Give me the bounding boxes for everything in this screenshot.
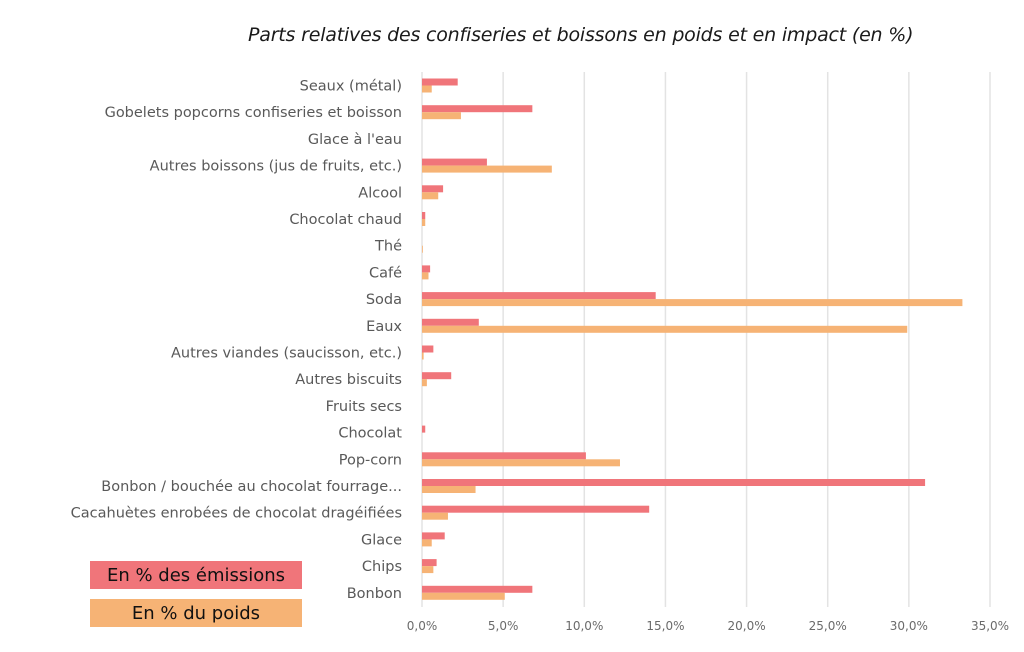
bar-emissions: [422, 212, 426, 219]
category-label: Soda: [366, 292, 402, 308]
x-tick-label: 25,0%: [809, 619, 847, 633]
bar-emissions: [422, 505, 650, 513]
bar-emissions: [422, 372, 452, 380]
chart-title: Parts relatives des confiseries et boiss…: [248, 24, 914, 46]
x-tick-label: 15,0%: [646, 619, 684, 633]
x-tick-label: 5,0%: [488, 619, 519, 633]
category-label: Fruits secs: [326, 399, 402, 415]
legend-poids: En % du poids: [90, 599, 302, 627]
bar-poids: [422, 245, 423, 253]
category-labels: Seaux (métal) Gobelets popcorns confiseri…: [71, 79, 403, 602]
bar-emissions: [422, 479, 926, 486]
bar-poids: [422, 486, 476, 493]
category-label: Café: [369, 265, 402, 281]
category-label: Bonbon: [347, 586, 402, 602]
x-tick-label: 0,0%: [407, 619, 438, 633]
category-label: Glace à l'eau: [308, 132, 402, 148]
bar-emissions: [422, 265, 431, 273]
bar-poids: [422, 112, 461, 120]
bar-emissions: [422, 585, 533, 593]
bar-emissions: [422, 452, 586, 460]
category-label: Gobelets popcorns confiseries et boisson: [105, 105, 402, 121]
x-tick-label: 10,0%: [565, 619, 603, 633]
bar-emissions: [422, 78, 458, 86]
bar-emissions: [422, 292, 656, 300]
category-label: Seaux (métal): [300, 79, 402, 95]
bar-poids: [422, 165, 552, 173]
category-label: Chocolat chaud: [289, 212, 402, 228]
category-label: Cacahuètes enrobées de chocolat dragéifi…: [71, 506, 402, 522]
bar-poids: [422, 299, 963, 307]
x-tick-labels: 0,0% 5,0% 10,0% 15,0% 20,0% 25,0% 30,0% 35,0%: [407, 619, 1009, 633]
category-label: Pop-corn: [339, 452, 402, 468]
bar-poids: [422, 85, 432, 93]
category-label: Glace: [361, 532, 402, 548]
bar-emissions: [422, 425, 426, 433]
bar-poids: [422, 379, 427, 387]
category-label: Autres biscuits: [295, 372, 402, 388]
bar-poids: [422, 512, 448, 520]
bar-poids: [422, 539, 432, 547]
gridlines: [421, 72, 991, 607]
bar-emissions: [422, 532, 445, 540]
bar-poids: [422, 219, 426, 226]
bar-poids: [422, 325, 908, 333]
category-label: Autres boissons (jus de fruits, etc.): [150, 159, 402, 175]
bar-poids: [422, 566, 434, 574]
bar-poids: [422, 352, 424, 360]
x-tick-label: 35,0%: [971, 619, 1009, 633]
bar-emissions: [422, 158, 487, 166]
bar-emissions: [422, 559, 437, 567]
bar-poids: [422, 459, 620, 467]
category-label: Alcool: [358, 185, 402, 201]
legend-emissions: En % des émissions: [90, 561, 302, 589]
bar-poids: [422, 592, 505, 600]
bar-poids: [422, 272, 429, 280]
bar-emissions: [422, 185, 444, 193]
bar-emissions: [422, 105, 533, 113]
category-label: Chips: [362, 559, 402, 575]
category-label: Chocolat: [338, 426, 402, 442]
bars: [422, 78, 963, 600]
category-label: Autres viandes (saucisson, etc.): [171, 346, 402, 362]
category-label: Bonbon / bouchée au chocolat fourrage...: [101, 479, 402, 495]
bar-emissions: [422, 318, 479, 326]
x-tick-label: 30,0%: [890, 619, 928, 633]
category-label: Eaux: [366, 319, 402, 335]
category-label: Thé: [374, 239, 402, 255]
bar-emissions: [422, 345, 434, 353]
x-tick-label: 20,0%: [728, 619, 766, 633]
bar-poids: [422, 192, 439, 200]
